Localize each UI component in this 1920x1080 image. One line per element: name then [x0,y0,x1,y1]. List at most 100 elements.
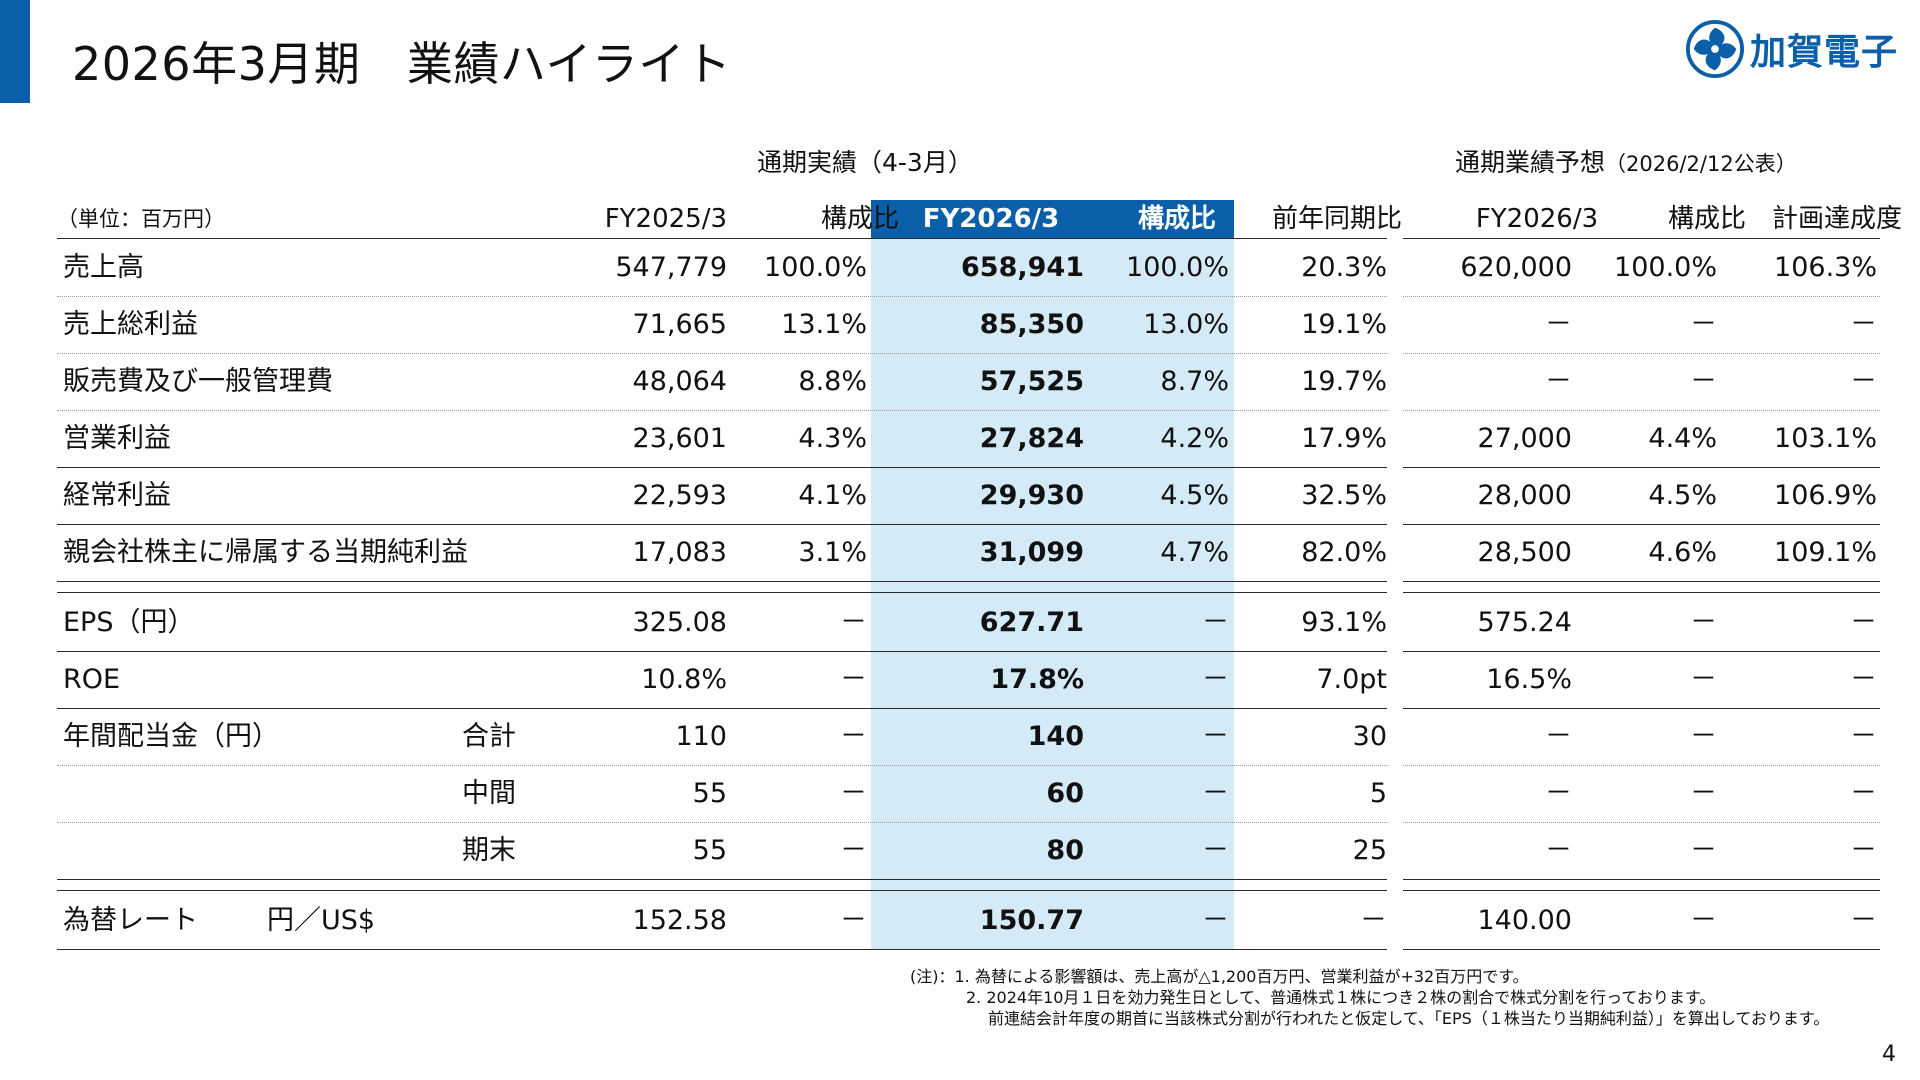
table-row: 営業利益 23,601 4.3% 27,824 4.2% 17.9% 27,000 4.4% 1… [57,410,1880,467]
cell-fy2025: 71,665 [632,309,727,340]
cell-forecast: － [1545,778,1572,809]
cell-forecast: 16.5% [1486,664,1572,695]
row-label: 為替レート [63,905,198,936]
cell-fy2025: 152.58 [632,905,727,936]
cell-forecast: 620,000 [1460,252,1572,283]
row-rule-actual [57,708,1387,709]
cell-achievement: － [1850,309,1877,340]
cell-ratio2025: 8.8% [798,366,867,397]
cell-ratio2025: － [840,664,867,695]
cell-forecast: － [1545,309,1572,340]
forecast-announce-date: （2026/2/12公表） [1605,152,1797,176]
cell-ratio2026: － [1202,905,1229,936]
page-title: 2026年3月期 業績ハイライト [72,37,732,91]
fy2026-highlight-header [871,200,1234,238]
row-label: 年間配当金（円） [63,721,279,752]
cell-ratio2026: 8.7% [1160,366,1229,397]
cell-ratio-forecast: － [1690,778,1717,809]
row-rule-forecast [1403,353,1880,354]
table-row: 期末 55 － 80 － 25 － － － [57,822,1880,879]
cell-forecast: 28,500 [1477,537,1572,568]
page-number: 4 [1882,1042,1896,1067]
cell-yoy: 20.3% [1301,252,1387,283]
row-label: 売上総利益 [63,309,198,340]
cell-ratio2025: 100.0% [764,252,867,283]
cell-ratio2026: － [1202,607,1229,638]
cell-fy2026: 627.71 [979,607,1084,638]
cell-achievement: 106.9% [1774,480,1877,511]
row-rule-actual [57,822,1387,823]
cell-fy2026: 80 [1046,835,1084,866]
cell-ratio-forecast: 4.6% [1648,537,1717,568]
cell-achievement: － [1850,366,1877,397]
cell-fy2025: 10.8% [641,664,727,695]
cell-fy2026: 140 [1027,721,1084,752]
cell-ratio2025: 4.1% [798,480,867,511]
cell-forecast: 27,000 [1477,423,1572,454]
row-rule-actual [57,949,1387,950]
header-rule-forecast [1403,238,1880,239]
cell-achievement: － [1850,905,1877,936]
cell-ratio2025: 4.3% [798,423,867,454]
cell-fy2025: 17,083 [632,537,727,568]
col-ratio-forecast: 構成比 [1667,204,1746,234]
cell-achievement: － [1850,835,1877,866]
cell-ratio-forecast: 100.0% [1614,252,1717,283]
logo-text: 加賀電子 [1750,32,1899,73]
row-rule-actual [57,581,1387,582]
cell-fy2026: 658,941 [961,252,1084,283]
cell-ratio2026: 4.5% [1160,480,1229,511]
table-row: 年間配当金（円） 合計 110 － 140 － 30 － － － [57,708,1880,765]
row-rule-actual [57,879,1387,880]
cell-yoy: 25 [1352,835,1387,866]
row-label: 販売費及び一般管理費 [63,366,333,397]
col-ratio-2025: 構成比 [820,204,899,234]
cell-yoy: 30 [1352,721,1387,752]
table-row: ROE 10.8% － 17.8% － 7.0pt 16.5% － － [57,651,1880,708]
cell-ratio-forecast: － [1690,664,1717,695]
col-ratio-2026: 構成比 [1137,204,1216,234]
cell-yoy: － [1360,905,1387,936]
row-rule-actual [57,524,1387,525]
cell-fy2025: 110 [675,721,727,752]
cell-achievement: 106.3% [1774,252,1877,283]
cell-ratio2026: 4.2% [1160,423,1229,454]
row-rule-forecast [1403,879,1880,880]
cell-yoy: 7.0pt [1316,664,1387,695]
row-label: 親会社株主に帰属する当期純利益 [63,537,468,568]
row-rule-second-actual [57,890,1387,891]
cell-achievement: － [1850,778,1877,809]
cell-fy2025: 22,593 [632,480,727,511]
cell-forecast: － [1545,721,1572,752]
row-label: 営業利益 [63,423,171,454]
cell-forecast: 575.24 [1477,607,1572,638]
row-rule-forecast [1403,765,1880,766]
footnote-2-cont: 前連結会計年度の期首に当該株式分割が行われたと仮定して、「EPS（１株当たり当期… [988,1009,1830,1028]
cell-fy2026: 60 [1046,778,1084,809]
row-rule-forecast [1403,708,1880,709]
cell-ratio2025: － [840,835,867,866]
row-label: 経常利益 [63,480,171,511]
cell-ratio2025: － [840,721,867,752]
col-fy2026-forecast: FY2026/3 [1475,204,1599,234]
cell-fy2026: 85,350 [979,309,1084,340]
cell-ratio-forecast: － [1690,366,1717,397]
cell-yoy: 19.1% [1301,309,1387,340]
row-rule-forecast [1403,651,1880,652]
cell-fy2026: 31,099 [979,537,1084,568]
row-sublabel: 円／US$ [267,905,376,936]
cell-ratio2025: 3.1% [798,537,867,568]
row-rule-actual [57,467,1387,468]
cell-fy2025: 325.08 [632,607,727,638]
cell-yoy: 17.9% [1301,423,1387,454]
row-rule-forecast [1403,524,1880,525]
title-accent-bar [0,0,30,103]
company-logo: 加賀電子 [1686,20,1898,78]
forecast-group-header: 通期業績予想（2026/2/12公表） [1455,143,1797,179]
header-rule-actual [57,238,1387,239]
cell-yoy: 32.5% [1301,480,1387,511]
fy2026-highlight-band [871,200,1234,950]
cell-ratio2026: 13.0% [1143,309,1229,340]
cell-yoy: 93.1% [1301,607,1387,638]
row-rule-second-actual [57,592,1387,593]
